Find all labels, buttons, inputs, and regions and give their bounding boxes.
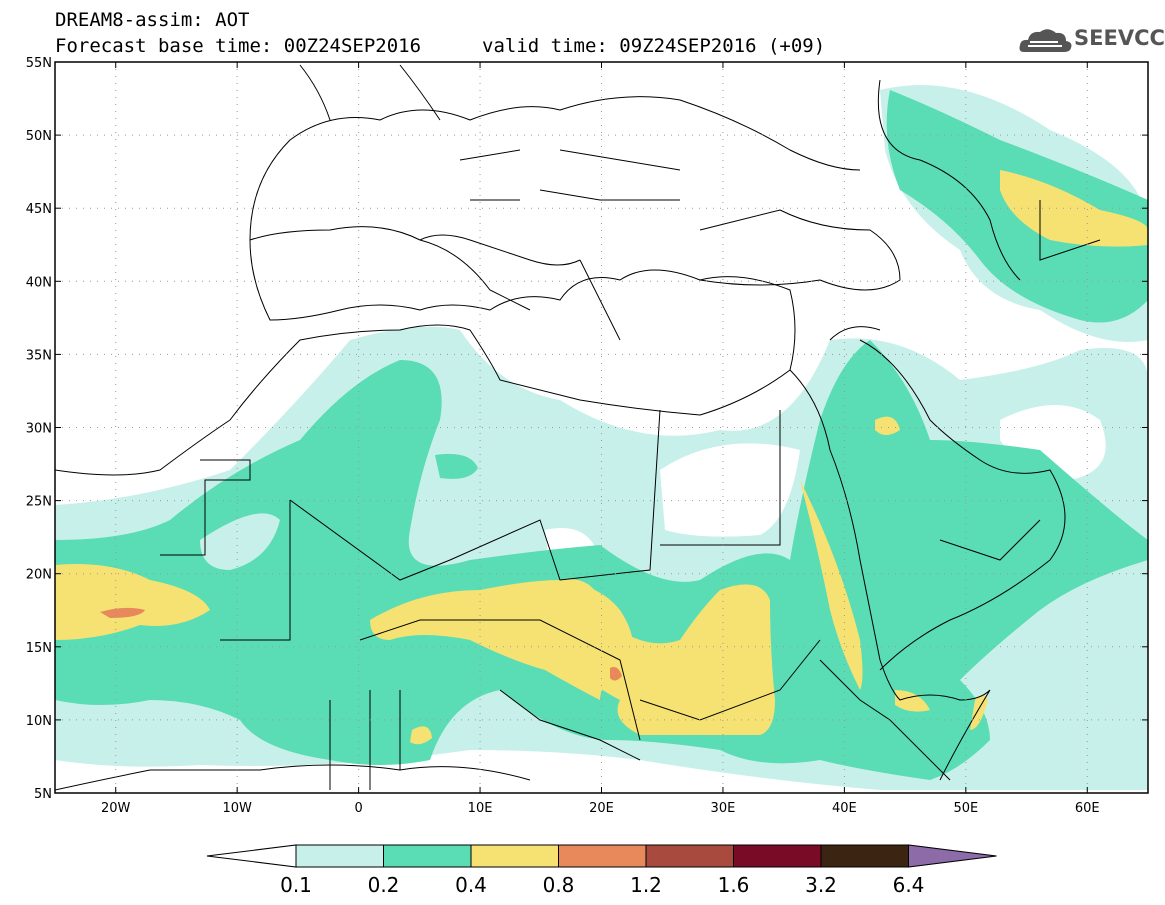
colorbar-label: 6.4 [893, 873, 925, 897]
lat-label: 55N [26, 56, 52, 71]
lat-label: 30N [26, 422, 52, 437]
lat-label: 15N [26, 641, 52, 656]
lat-label: 20N [26, 568, 52, 583]
colorbar-segment [383, 844, 472, 868]
colorbar: 0.1 0.2 0.4 0.8 1.2 1.6 3.2 6.4 [206, 844, 997, 897]
colorbar-label: 0.2 [368, 873, 400, 897]
lat-label: 35N [26, 348, 52, 363]
lat-label: 50N [26, 129, 52, 144]
product-title: DREAM8-assim: AOT [55, 9, 250, 31]
colorbar-segment [645, 844, 734, 868]
lat-label: 25N [26, 495, 52, 510]
colorbar-label: 0.8 [543, 873, 575, 897]
lon-label: 10W [222, 801, 252, 816]
colorbar-segment [295, 844, 384, 868]
colorbar-label: 3.2 [805, 873, 837, 897]
lat-label: 40N [26, 275, 52, 290]
aot-contour-0-4 [55, 170, 1148, 745]
axis-ticks [55, 61, 1148, 794]
lon-label: 0 [354, 801, 362, 816]
logo-text: SEEVCCC [1074, 26, 1165, 50]
lat-label: 45N [26, 202, 52, 217]
aot-contour-0-8 [100, 607, 622, 681]
colorbar-segment [558, 844, 647, 868]
cloud-logo-icon [1019, 29, 1072, 52]
colorbar-arrow-high [908, 844, 997, 868]
lat-label: 5N [34, 787, 52, 802]
colorbar-label: 1.2 [630, 873, 662, 897]
base-time-label: Forecast base time: 00Z24SEP2016 [55, 35, 422, 57]
coastlines [55, 64, 1101, 791]
graticule [55, 62, 1148, 793]
lon-label: 10E [468, 801, 493, 816]
latitude-labels: 55N 50N 45N 40N 35N 30N 25N 20N 15N 10N 5N [26, 56, 52, 802]
lon-label: 30E [711, 801, 736, 816]
colorbar-label: 1.6 [718, 873, 750, 897]
valid-time-label: valid time: 09Z24SEP2016 (+09) [482, 35, 826, 57]
colorbar-segment [470, 844, 559, 868]
lat-label: 10N [26, 714, 52, 729]
colorbar-label: 0.1 [280, 873, 312, 897]
lon-label: 60E [1075, 801, 1100, 816]
longitude-labels: 20W 10W 0 10E 20E 30E 40E 50E 60E [101, 801, 1100, 816]
colorbar-label: 0.4 [455, 873, 487, 897]
lon-label: 40E [832, 801, 857, 816]
lon-label: 20W [101, 801, 131, 816]
colorbar-arrow-low [206, 844, 297, 868]
aot-fields [55, 85, 1148, 790]
lon-label: 50E [953, 801, 978, 816]
colorbar-segment [820, 844, 909, 868]
seevccc-logo: SEEVCCC [1018, 24, 1165, 56]
lon-label: 20E [589, 801, 614, 816]
colorbar-segment [733, 844, 822, 868]
